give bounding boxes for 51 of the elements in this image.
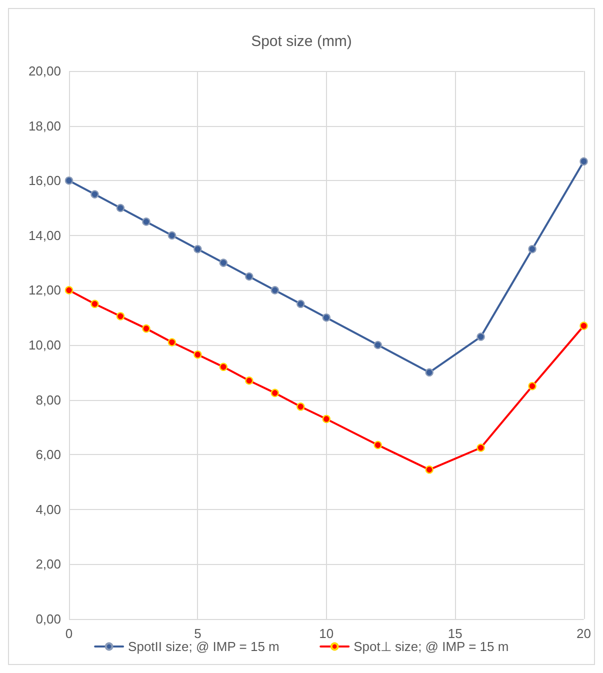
point xyxy=(425,466,434,474)
y-tick-label: 14,00 xyxy=(28,228,61,243)
chart-title: Spot size (mm) xyxy=(251,33,352,50)
x-tick-label: 0 xyxy=(65,626,73,641)
point xyxy=(219,362,228,372)
point xyxy=(64,176,74,185)
point xyxy=(374,340,382,350)
point xyxy=(580,157,588,166)
y-tick-label: 4,00 xyxy=(36,502,61,517)
legend-label: SpotII size; @ IMP = 15 m xyxy=(128,639,280,654)
x-tick-label: 20 xyxy=(576,626,592,641)
point xyxy=(90,190,99,198)
point xyxy=(194,245,202,254)
point xyxy=(580,322,588,330)
point xyxy=(142,218,150,226)
y-tick-label: 6,00 xyxy=(36,447,61,462)
point xyxy=(245,272,254,281)
point xyxy=(194,350,202,359)
legend-label: Spot⊥ size; @ IMP = 15 m xyxy=(354,639,509,654)
point xyxy=(64,286,74,294)
x-tick-label: 15 xyxy=(448,626,462,641)
point xyxy=(90,300,99,308)
y-tick-label: 16,00 xyxy=(28,173,61,188)
point xyxy=(219,258,228,267)
y-tick-label: 10,00 xyxy=(28,338,61,352)
point xyxy=(322,314,330,322)
point xyxy=(168,231,176,240)
point xyxy=(116,312,125,320)
point xyxy=(425,368,434,376)
point xyxy=(528,245,536,254)
x-tick-label: 10 xyxy=(319,626,334,641)
point xyxy=(270,286,280,294)
y-tick-label: 0,00 xyxy=(36,612,61,626)
point xyxy=(296,300,305,308)
point xyxy=(245,376,254,385)
point xyxy=(476,444,485,452)
point xyxy=(322,414,330,424)
point xyxy=(476,332,485,341)
y-tick-label: 12,00 xyxy=(28,282,61,298)
point xyxy=(528,382,536,390)
x-tick-label: 5 xyxy=(194,626,202,641)
point xyxy=(168,338,176,346)
y-tick-label: 18,00 xyxy=(28,118,61,134)
point xyxy=(296,402,305,411)
y-tick-label: 8,00 xyxy=(36,392,61,408)
point xyxy=(270,388,280,398)
point xyxy=(116,204,125,212)
point xyxy=(142,324,150,333)
y-tick-label: 2,00 xyxy=(36,556,61,572)
y-tick-label: 20,00 xyxy=(28,64,61,78)
point xyxy=(374,440,382,450)
